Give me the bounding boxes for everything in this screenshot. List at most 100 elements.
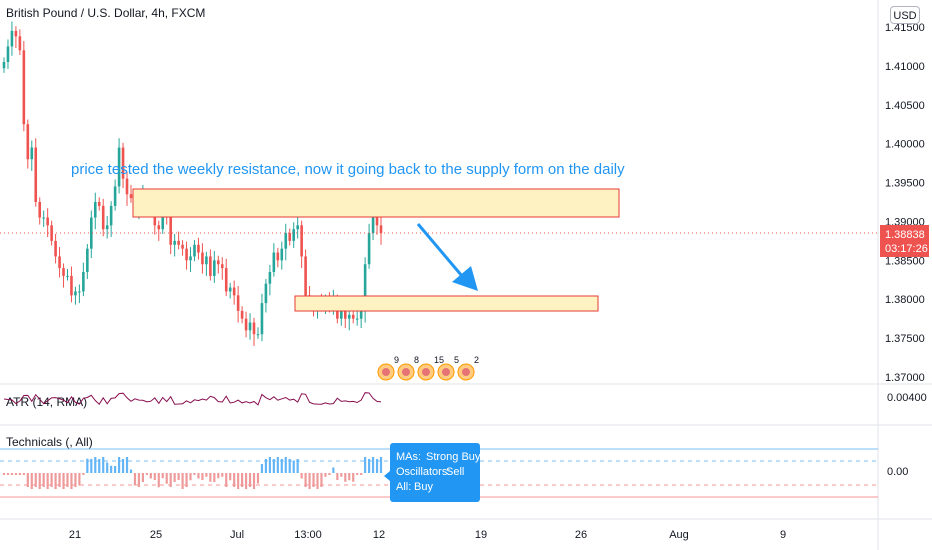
candle-body bbox=[185, 248, 188, 261]
technicals-bar bbox=[54, 473, 57, 489]
price-axis[interactable]: 1.415001.410001.405001.400001.395001.390… bbox=[885, 22, 925, 384]
tooltip-all-value: Buy bbox=[414, 481, 433, 493]
technicals-bar bbox=[70, 473, 73, 489]
technicals-bar bbox=[340, 473, 343, 477]
candle-body bbox=[197, 244, 200, 253]
technicals-bar bbox=[197, 473, 200, 479]
candle-body bbox=[252, 322, 256, 335]
technicals-bar bbox=[102, 457, 105, 473]
technicals-bar bbox=[260, 464, 264, 473]
countdown-timer: 03:17:26 bbox=[885, 243, 928, 255]
candle-body bbox=[10, 30, 14, 47]
technicals-bar bbox=[185, 473, 188, 487]
candle-body bbox=[355, 318, 359, 320]
candle-body bbox=[232, 287, 236, 296]
technicals-bar bbox=[221, 473, 224, 477]
technicals-bar bbox=[94, 457, 97, 473]
event-flag-count: 9 bbox=[394, 355, 399, 365]
technicals-bar bbox=[161, 473, 164, 479]
price-tick-label: 1.37500 bbox=[885, 333, 925, 345]
technicals-bar bbox=[157, 473, 160, 488]
technicals-axis-value: 0.00 bbox=[887, 466, 908, 478]
technicals-bar bbox=[50, 473, 53, 487]
technicals-bar bbox=[62, 473, 65, 489]
technicals-bar bbox=[98, 459, 101, 473]
resistance-zone[interactable] bbox=[132, 188, 620, 218]
candle-body bbox=[260, 303, 264, 335]
candle-body bbox=[340, 310, 343, 319]
candle-body bbox=[169, 217, 172, 245]
candle-body bbox=[117, 147, 121, 187]
candle-body bbox=[54, 240, 57, 257]
time-tick-label: Jul bbox=[230, 529, 244, 541]
technicals-bar bbox=[324, 473, 327, 477]
technicals-bar bbox=[153, 473, 156, 480]
technicals-bar bbox=[46, 473, 49, 489]
technicals-bar bbox=[352, 473, 355, 482]
annotation-text[interactable]: price tested the weekly resistance, now … bbox=[71, 161, 625, 178]
candle-body bbox=[264, 283, 268, 304]
technicals-bar bbox=[320, 473, 323, 487]
technicals-bar bbox=[296, 459, 299, 473]
flag-emblem-icon bbox=[422, 368, 430, 376]
candle-body bbox=[90, 217, 93, 249]
tooltip-oscillators-label: Oscillators: bbox=[396, 466, 450, 478]
candle-body bbox=[363, 264, 367, 311]
candle-body bbox=[256, 334, 260, 336]
technicals-bar bbox=[312, 473, 315, 487]
candle-body bbox=[181, 244, 184, 249]
technicals-title: Technicals (, All) bbox=[6, 435, 93, 449]
technicals-bar bbox=[205, 473, 208, 477]
candle-body bbox=[240, 310, 244, 319]
candle-body bbox=[189, 256, 192, 261]
event-flags[interactable]: 9 8 15 5 2 bbox=[377, 355, 479, 381]
technicals-bar bbox=[292, 460, 295, 473]
time-tick-label: Aug bbox=[669, 529, 689, 541]
candle-body bbox=[268, 272, 272, 284]
event-flag-count: 15 bbox=[434, 355, 444, 365]
technicals-bar bbox=[133, 473, 137, 486]
technicals-bar bbox=[38, 473, 41, 489]
flag-emblem-icon bbox=[402, 368, 410, 376]
candle-body bbox=[347, 314, 351, 319]
technicals-bar bbox=[375, 459, 379, 473]
technicals-bar bbox=[241, 473, 244, 487]
time-tick-label: 19 bbox=[475, 529, 487, 541]
currency-button[interactable]: USD bbox=[890, 6, 920, 24]
candle-body bbox=[34, 147, 38, 202]
technicals-bar bbox=[145, 473, 148, 475]
technicals-bar bbox=[300, 473, 303, 479]
time-axis[interactable]: 21 25 Jul 13:00 12 19 26 Aug 9 bbox=[69, 529, 786, 541]
candle-body bbox=[86, 248, 89, 272]
price-tick-label: 1.40000 bbox=[885, 139, 925, 151]
trend-arrow[interactable] bbox=[416, 223, 478, 291]
technicals-bar bbox=[328, 473, 331, 475]
technicals-bar bbox=[209, 473, 212, 482]
technicals-bar bbox=[308, 473, 311, 489]
technicals-bar bbox=[42, 473, 45, 487]
candle-body bbox=[46, 217, 49, 226]
candle-body bbox=[351, 314, 355, 319]
candle-body bbox=[209, 256, 212, 276]
supply-zone[interactable] bbox=[294, 295, 599, 312]
time-tick-label: 9 bbox=[780, 529, 786, 541]
technicals-bar bbox=[364, 457, 367, 473]
candle-body bbox=[129, 194, 133, 199]
candle-body bbox=[50, 225, 53, 241]
technicals-bar bbox=[165, 473, 168, 484]
technicals-bar bbox=[284, 457, 287, 473]
candle-body bbox=[6, 46, 10, 62]
technicals-bar bbox=[106, 462, 109, 473]
candle-body bbox=[82, 272, 85, 292]
technicals-bar bbox=[26, 473, 29, 487]
candle-body bbox=[42, 217, 45, 219]
candle-body bbox=[220, 264, 224, 269]
candle-body bbox=[236, 295, 240, 311]
tooltip-mas-label: MAs: bbox=[396, 451, 421, 463]
price-tick-label: 1.39500 bbox=[885, 178, 925, 190]
candle-body bbox=[38, 202, 42, 218]
candle-body bbox=[288, 233, 292, 241]
candle-body bbox=[58, 256, 61, 269]
